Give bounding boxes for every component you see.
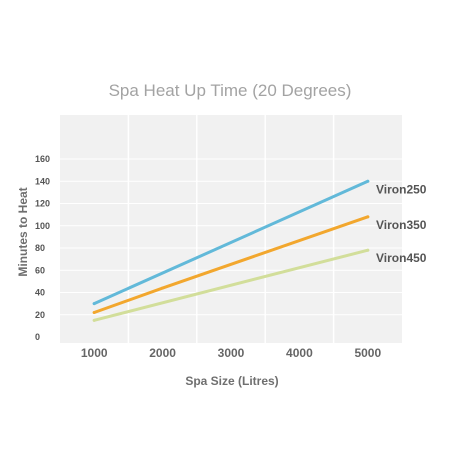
y-axis-ticks: 0 20 40 60 80 100 120 140 160 — [35, 154, 50, 342]
series-line-viron450 — [92, 248, 370, 322]
data-point-viron450 — [92, 318, 96, 322]
y-tick-label: 80 — [35, 243, 45, 253]
y-tick-label: 100 — [35, 221, 50, 231]
y-tick-label: 160 — [35, 154, 50, 164]
data-point-viron250 — [92, 302, 96, 306]
x-tick-label: 4000 — [286, 346, 313, 360]
x-tick-label: 5000 — [354, 346, 381, 360]
x-axis-label: Spa Size (Litres) — [185, 374, 278, 388]
x-tick-label: 1000 — [81, 346, 108, 360]
legend-label-viron250: Viron250 — [376, 182, 427, 196]
y-tick-label: 60 — [35, 265, 45, 275]
series-line-viron250 — [92, 179, 370, 306]
data-point-viron450 — [366, 248, 370, 252]
y-tick-label: 0 — [35, 332, 40, 342]
legend-label-viron350: Viron350 — [376, 218, 427, 232]
legend: Viron250 Viron350 Viron450 — [376, 182, 427, 265]
data-point-viron250 — [366, 179, 370, 183]
y-tick-label: 20 — [35, 310, 45, 320]
y-tick-label: 140 — [35, 176, 50, 186]
plot-area — [60, 115, 402, 343]
y-tick-label: 40 — [35, 288, 45, 298]
data-point-viron350 — [92, 311, 96, 315]
y-tick-label: 120 — [35, 199, 50, 209]
x-tick-label: 3000 — [218, 346, 245, 360]
data-point-viron350 — [366, 215, 370, 219]
chart-title: Spa Heat Up Time (20 Degrees) — [109, 81, 352, 100]
series-lines — [92, 179, 370, 322]
y-axis-label: Minutes to Heat — [16, 187, 30, 276]
data-point-viron350 — [161, 286, 165, 290]
x-axis-ticks: 1000 2000 3000 4000 5000 — [81, 346, 382, 360]
legend-label-viron450: Viron450 — [376, 251, 427, 265]
x-tick-label: 2000 — [149, 346, 176, 360]
